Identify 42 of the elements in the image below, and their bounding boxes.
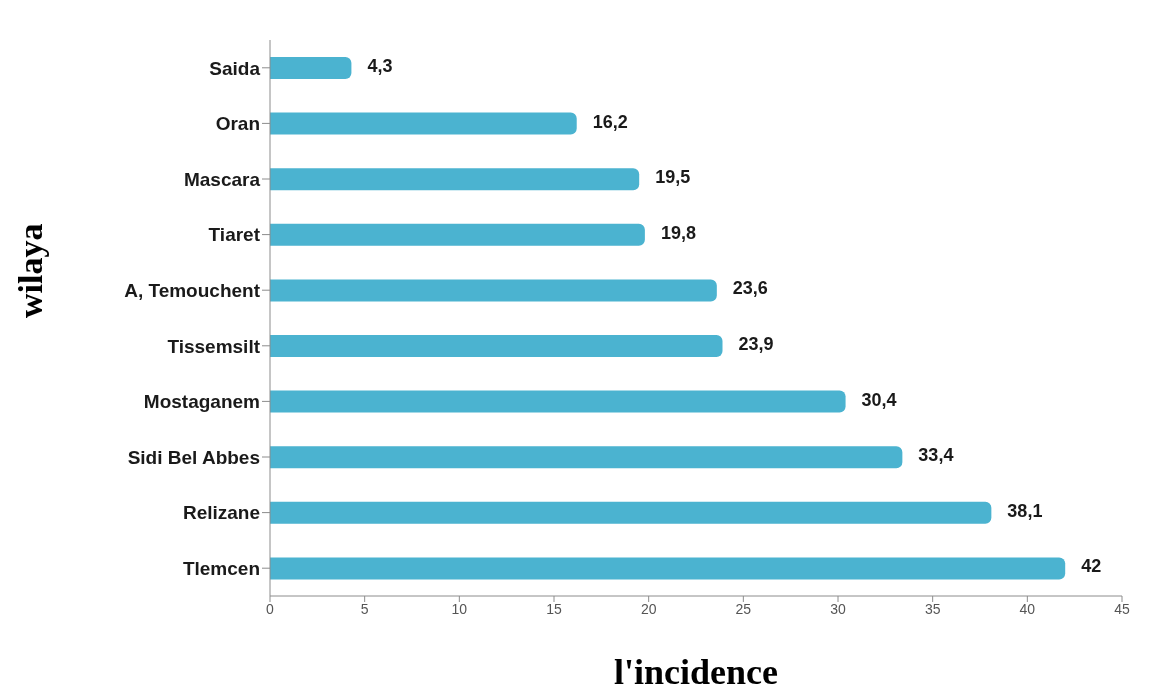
data-label: 38,1 [1007, 500, 1043, 521]
x-axis-title: l'incidence [614, 652, 779, 692]
data-label: 16,2 [592, 111, 628, 132]
y-tick-label: Sidi Bel Abbes [127, 446, 260, 468]
y-tick-label: A, Temouchent [124, 279, 261, 301]
data-label: 4,3 [367, 56, 393, 76]
y-tick-label: Tlemcen [182, 557, 260, 579]
bar [270, 335, 723, 357]
x-tick-label: 40 [1019, 600, 1036, 617]
y-axis-title: wilaya [12, 223, 50, 318]
x-tick-label: 5 [360, 600, 369, 617]
x-tick-label: 10 [451, 600, 468, 617]
bar [270, 501, 992, 524]
bar [270, 57, 352, 79]
bar [270, 279, 717, 302]
bar [270, 168, 640, 191]
bar [270, 446, 903, 469]
data-label: 19,8 [660, 222, 696, 243]
bar [270, 557, 1066, 580]
y-tick-label: Oran [215, 113, 260, 135]
y-tick-label: Relizane [182, 502, 260, 524]
bar [270, 223, 645, 246]
y-tick-label: Tissemsilt [167, 335, 261, 357]
x-tick-label: 35 [924, 600, 941, 617]
x-tick-label: 0 [266, 600, 275, 617]
data-label: 19,5 [655, 167, 691, 188]
bar [270, 112, 577, 135]
x-tick-label: 45 [1114, 600, 1130, 617]
data-label: 30,4 [861, 389, 897, 410]
y-tick-label: Tiaret [208, 224, 261, 246]
data-label: 23,9 [738, 334, 774, 354]
x-tick-label: 15 [546, 600, 562, 617]
data-label: 23,6 [732, 278, 768, 299]
x-tick-label: 30 [830, 600, 846, 617]
bar [270, 390, 846, 413]
data-label: 33,4 [918, 445, 954, 466]
y-tick-label: Mostaganem [143, 391, 260, 413]
x-tick-label: 25 [735, 600, 752, 617]
x-tick-label: 20 [640, 600, 657, 617]
y-tick-label: Saida [209, 57, 261, 79]
data-label: 42 [1081, 556, 1102, 577]
y-tick-label: Mascara [183, 168, 261, 190]
